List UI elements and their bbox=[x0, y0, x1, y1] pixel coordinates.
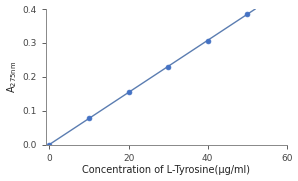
Point bbox=[166, 65, 170, 68]
Point bbox=[126, 91, 131, 94]
Y-axis label: $\mathrm{A_{275nm}}$: $\mathrm{A_{275nm}}$ bbox=[6, 61, 19, 93]
Point bbox=[47, 143, 52, 146]
Point bbox=[87, 117, 91, 120]
Point bbox=[205, 39, 210, 42]
Point bbox=[245, 13, 249, 16]
X-axis label: Concentration of L-Tyrosine(μg/ml): Concentration of L-Tyrosine(μg/ml) bbox=[82, 165, 250, 175]
